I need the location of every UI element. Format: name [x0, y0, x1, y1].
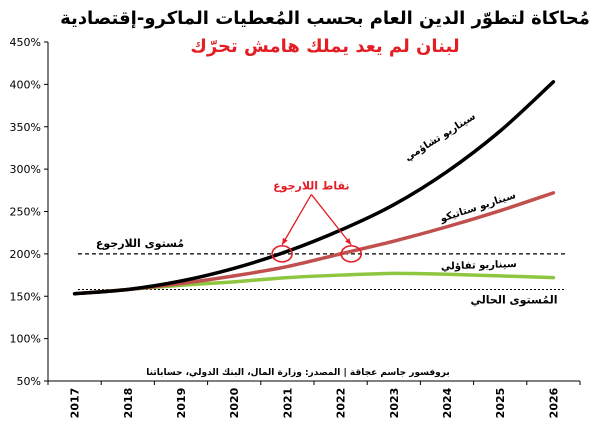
y-tick-label: 150%: [10, 290, 41, 303]
annotation-arrowhead: [345, 238, 352, 245]
x-tick-label: 2017: [69, 388, 82, 419]
x-tick-label: 2018: [122, 388, 135, 419]
series-label: سيناريو تفاؤلي: [441, 259, 517, 273]
source-note: بروفسور جاسم عجاقة | المصدر: وزارة المال…: [146, 368, 449, 378]
y-tick-label: 450%: [10, 36, 41, 49]
x-tick-label: 2024: [441, 387, 454, 418]
y-tick-label: 100%: [10, 333, 41, 346]
no-return-point-circle: [271, 245, 293, 263]
no-return-level-label: مُستوى اللارجوع: [96, 237, 184, 250]
x-tick-label: 2021: [281, 388, 294, 419]
y-tick-label: 300%: [10, 163, 41, 176]
y-tick-label: 250%: [10, 206, 41, 219]
chart-subtitle: لبنان لم يعد يملك هامش تحرّك: [190, 36, 459, 57]
y-tick-label: 350%: [10, 121, 41, 134]
x-tick-label: 2022: [335, 388, 348, 419]
x-tick-label: 2025: [494, 388, 507, 419]
x-tick-label: 2023: [388, 388, 401, 419]
series-line-2: [72, 271, 556, 296]
annotation-arrow: [310, 194, 352, 246]
annotation-arrow: [281, 194, 312, 246]
no-return-point-circle: [340, 245, 363, 263]
series-line-0: [72, 80, 556, 296]
y-tick-label: 50%: [17, 375, 41, 388]
y-tick-label: 400%: [10, 78, 41, 91]
x-tick-label: 2019: [175, 388, 188, 419]
reference-lines-layer: مُستوى اللارجوع المُستوى الحالي: [78, 237, 566, 306]
annotation-label: نقاط اللارجوع: [273, 179, 349, 192]
x-tick-label: 2020: [228, 387, 241, 418]
axes-layer: 50% 100% 150% 200% 250% 300% 350% 400% 450% 2017 2…: [10, 36, 581, 419]
current-level-label: المُستوى الحالي: [471, 293, 558, 306]
annotation-arrowhead: [282, 237, 288, 245]
annotation-layer: نقاط اللارجوع: [271, 179, 363, 263]
x-tick-label: 2026: [547, 387, 560, 418]
y-tick-label: 200%: [10, 248, 41, 261]
chart-title: مُحاكاة لتطوّر الدين العام بحسب المُعطيا…: [60, 8, 590, 29]
